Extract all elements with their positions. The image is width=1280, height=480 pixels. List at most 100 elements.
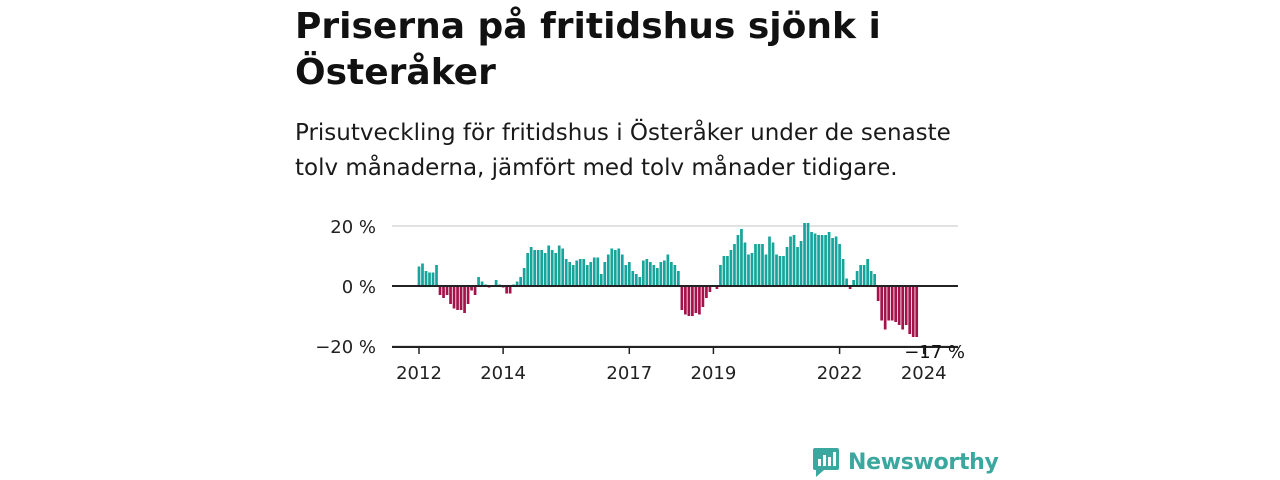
bar (757, 244, 761, 286)
bar (459, 286, 463, 310)
bar (473, 286, 477, 295)
bar (908, 286, 912, 334)
y-tick-label: 0 % (342, 277, 376, 298)
bar (655, 268, 659, 286)
bar (505, 286, 508, 294)
y-tick-label: 20 % (330, 217, 376, 238)
bar (859, 265, 862, 286)
bar (557, 245, 561, 286)
bar (803, 223, 806, 286)
bar (848, 286, 852, 289)
value-annotation: −17 % (904, 342, 965, 363)
bar (750, 253, 754, 286)
bar (641, 260, 645, 286)
bar (687, 286, 691, 316)
bar (547, 245, 551, 286)
x-tick-label: 2012 (396, 363, 442, 384)
bar (428, 272, 431, 286)
x-tick-label: 2024 (901, 363, 947, 384)
bar (810, 232, 813, 286)
bar (631, 271, 635, 286)
bar (771, 242, 775, 286)
bar (550, 250, 554, 286)
bar (845, 278, 848, 286)
bar (691, 286, 694, 316)
bar (424, 271, 428, 286)
bar (670, 262, 673, 286)
bar (806, 223, 810, 286)
bar (445, 286, 449, 295)
bar (652, 265, 656, 286)
bar (526, 253, 530, 286)
bar (789, 236, 792, 286)
bar (508, 286, 512, 294)
y-tick-label: −20 % (315, 337, 376, 358)
bar (592, 257, 596, 286)
bar (817, 235, 820, 286)
bar (543, 253, 547, 286)
bar (610, 248, 614, 286)
bar (887, 286, 891, 321)
bar (515, 281, 519, 286)
bar (862, 265, 866, 286)
bar (624, 265, 628, 286)
bar (519, 277, 522, 286)
bar (799, 241, 803, 286)
bar (782, 256, 785, 286)
newsworthy-logo-icon (813, 448, 839, 477)
bar (680, 286, 684, 310)
bar (880, 286, 884, 321)
bar (477, 277, 480, 286)
bar (701, 286, 705, 307)
bar (470, 286, 473, 291)
bar (677, 271, 680, 286)
bar (449, 286, 452, 304)
bar (904, 286, 908, 325)
bar (585, 265, 589, 286)
bar (438, 286, 442, 295)
bar (452, 286, 456, 309)
brand-name: Newsworthy (848, 449, 999, 475)
bar (575, 260, 579, 286)
bar (564, 259, 568, 286)
bar (421, 263, 424, 286)
bar (571, 265, 575, 286)
bar (764, 254, 768, 286)
bar (873, 274, 876, 286)
bar (529, 247, 533, 286)
bar (778, 256, 782, 286)
bar (869, 271, 873, 286)
bar (775, 254, 778, 286)
bar (606, 254, 610, 286)
bar (568, 262, 572, 286)
bar (761, 244, 764, 286)
bar (554, 253, 558, 286)
bar (684, 286, 687, 315)
page-subtitle: Prisutveckling för fritidshus i Österåke… (295, 120, 951, 181)
bar (796, 247, 799, 286)
page-title: Priserna på fritidshus sjönk i Österåker (295, 6, 881, 93)
bar (578, 259, 582, 286)
bar (463, 286, 466, 313)
bar (838, 244, 841, 286)
bar (417, 266, 421, 286)
bar (673, 265, 677, 286)
bar (736, 235, 740, 286)
bar (603, 262, 607, 286)
bar (911, 286, 915, 337)
bar (536, 250, 540, 286)
bar (726, 256, 729, 286)
bar (589, 262, 593, 286)
bar (890, 286, 894, 321)
bar (596, 257, 600, 286)
bar (747, 254, 750, 286)
bar (645, 259, 649, 286)
bar (705, 286, 708, 298)
bar (827, 232, 831, 286)
bar (785, 247, 789, 286)
bar (431, 272, 435, 286)
bar (813, 233, 817, 286)
bar (561, 248, 565, 286)
bar (824, 235, 827, 286)
